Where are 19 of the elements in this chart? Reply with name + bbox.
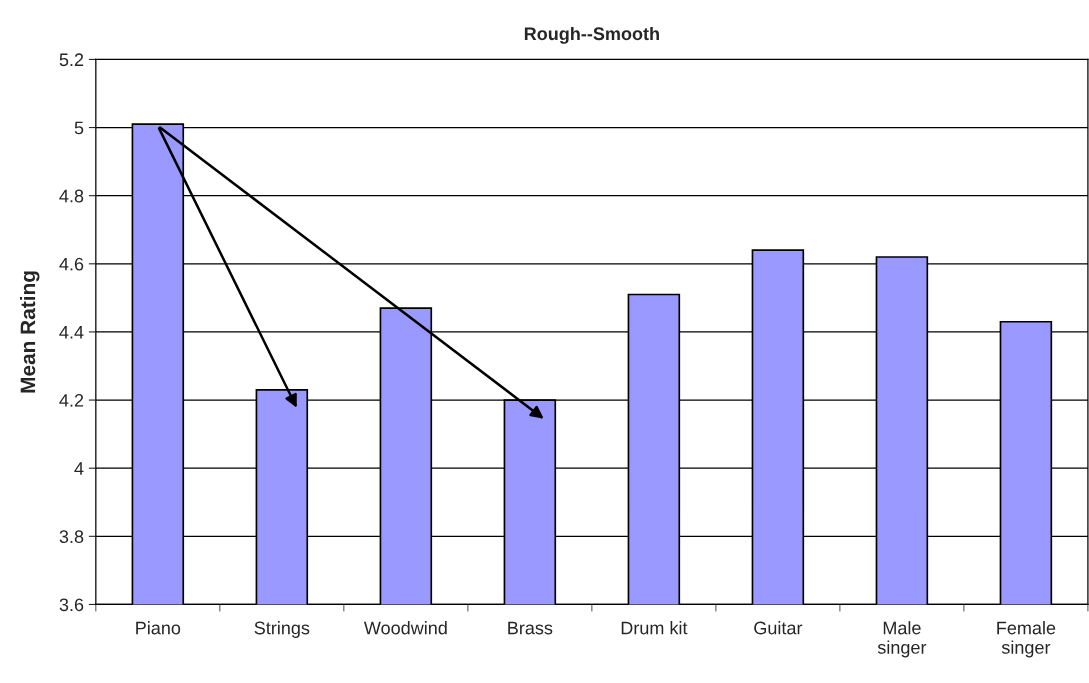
y-tick-label: 4.2 bbox=[59, 394, 84, 407]
y-tick-label: 3.8 bbox=[59, 530, 84, 544]
x-tick-label: Guitar bbox=[754, 621, 803, 635]
chart-title: Rough--Smooth bbox=[524, 26, 659, 44]
y-tick-label: 4.4 bbox=[59, 326, 84, 339]
y-tick-label: 4 bbox=[74, 462, 84, 475]
x-tick-label: Brass bbox=[508, 621, 553, 635]
y-tick-label: 5.2 bbox=[59, 53, 84, 67]
x-tick-label: Strings bbox=[254, 621, 310, 638]
y-tick-label: 4.6 bbox=[59, 257, 84, 271]
y-axis-title: Mean Rating bbox=[19, 271, 40, 393]
y-tick-label: 4.8 bbox=[59, 189, 84, 203]
x-tick-label: Woodwind bbox=[363, 621, 447, 635]
x-tick-label: Piano bbox=[136, 621, 181, 635]
y-tick-label: 3.6 bbox=[59, 598, 84, 612]
x-tick-label: Male singer bbox=[877, 621, 927, 658]
x-tick-label: Drum kit bbox=[621, 621, 688, 635]
x-tick-label: Female singer bbox=[997, 621, 1056, 658]
y-tick-label: 5 bbox=[74, 121, 84, 135]
